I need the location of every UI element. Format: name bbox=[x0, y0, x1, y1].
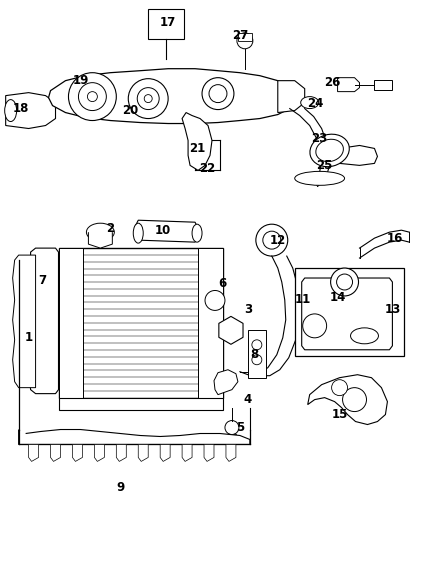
Text: 16: 16 bbox=[386, 232, 403, 245]
Ellipse shape bbox=[351, 328, 379, 344]
Text: 20: 20 bbox=[122, 104, 138, 117]
Text: 25: 25 bbox=[316, 159, 333, 172]
Polygon shape bbox=[94, 445, 104, 462]
Ellipse shape bbox=[301, 97, 319, 108]
Circle shape bbox=[303, 314, 327, 338]
Circle shape bbox=[252, 355, 262, 365]
Text: 22: 22 bbox=[199, 162, 215, 175]
Bar bbox=[58, 398, 223, 410]
Circle shape bbox=[205, 290, 225, 310]
Polygon shape bbox=[13, 255, 36, 388]
Bar bbox=[58, 248, 223, 398]
Bar bbox=[198, 248, 223, 398]
Polygon shape bbox=[19, 429, 250, 445]
Ellipse shape bbox=[133, 223, 143, 243]
Circle shape bbox=[252, 340, 262, 350]
Circle shape bbox=[256, 224, 288, 256]
Circle shape bbox=[78, 82, 106, 111]
Text: 18: 18 bbox=[12, 102, 29, 115]
Text: 9: 9 bbox=[116, 481, 124, 494]
Text: 21: 21 bbox=[189, 142, 205, 155]
Polygon shape bbox=[116, 445, 126, 462]
Text: 27: 27 bbox=[232, 29, 248, 42]
Polygon shape bbox=[5, 93, 55, 128]
Text: 12: 12 bbox=[269, 234, 286, 247]
Polygon shape bbox=[50, 445, 60, 462]
Polygon shape bbox=[226, 445, 236, 462]
Bar bbox=[248, 330, 266, 377]
Polygon shape bbox=[214, 370, 238, 394]
Ellipse shape bbox=[316, 139, 343, 162]
Text: 5: 5 bbox=[236, 421, 244, 434]
Ellipse shape bbox=[86, 223, 114, 241]
Text: 26: 26 bbox=[324, 76, 341, 89]
Polygon shape bbox=[160, 445, 170, 462]
Circle shape bbox=[137, 88, 159, 110]
Circle shape bbox=[337, 274, 352, 290]
Polygon shape bbox=[72, 445, 82, 462]
Circle shape bbox=[237, 33, 253, 49]
Polygon shape bbox=[338, 77, 360, 92]
Circle shape bbox=[332, 380, 348, 395]
Circle shape bbox=[69, 73, 116, 120]
Text: 4: 4 bbox=[244, 393, 252, 406]
Ellipse shape bbox=[295, 171, 345, 185]
Bar bbox=[238, 33, 252, 41]
Polygon shape bbox=[29, 445, 38, 462]
Polygon shape bbox=[88, 232, 113, 248]
Circle shape bbox=[128, 79, 168, 119]
Polygon shape bbox=[320, 145, 377, 166]
Bar bbox=[295, 268, 404, 356]
Circle shape bbox=[331, 268, 359, 296]
Ellipse shape bbox=[310, 134, 349, 167]
Polygon shape bbox=[49, 69, 295, 124]
Text: 3: 3 bbox=[244, 303, 252, 316]
Circle shape bbox=[88, 92, 97, 102]
Text: 10: 10 bbox=[155, 224, 171, 237]
Polygon shape bbox=[278, 81, 305, 112]
Text: 24: 24 bbox=[308, 97, 324, 110]
Polygon shape bbox=[135, 220, 198, 242]
Text: 8: 8 bbox=[251, 348, 259, 361]
Text: 23: 23 bbox=[311, 132, 328, 145]
Circle shape bbox=[202, 77, 234, 110]
Text: 15: 15 bbox=[331, 408, 348, 421]
Text: 2: 2 bbox=[106, 221, 114, 234]
Polygon shape bbox=[308, 375, 387, 424]
Circle shape bbox=[225, 420, 239, 434]
Bar bbox=[374, 80, 393, 90]
Circle shape bbox=[343, 388, 366, 411]
Bar bbox=[148, 9, 184, 39]
Polygon shape bbox=[204, 445, 214, 462]
Circle shape bbox=[144, 94, 152, 103]
Polygon shape bbox=[138, 445, 148, 462]
Text: 13: 13 bbox=[384, 303, 401, 316]
Polygon shape bbox=[302, 278, 393, 350]
Text: 1: 1 bbox=[25, 331, 33, 344]
Text: 11: 11 bbox=[294, 293, 311, 306]
Polygon shape bbox=[29, 248, 58, 394]
Text: 6: 6 bbox=[218, 277, 226, 290]
Bar bbox=[58, 248, 83, 398]
Circle shape bbox=[263, 231, 281, 249]
Circle shape bbox=[209, 85, 227, 103]
Ellipse shape bbox=[5, 99, 16, 121]
Polygon shape bbox=[182, 112, 212, 171]
Polygon shape bbox=[182, 445, 192, 462]
Ellipse shape bbox=[192, 224, 202, 242]
Text: 17: 17 bbox=[160, 16, 176, 29]
Text: 19: 19 bbox=[72, 74, 89, 87]
Text: 14: 14 bbox=[330, 292, 346, 305]
Text: 7: 7 bbox=[38, 273, 47, 286]
